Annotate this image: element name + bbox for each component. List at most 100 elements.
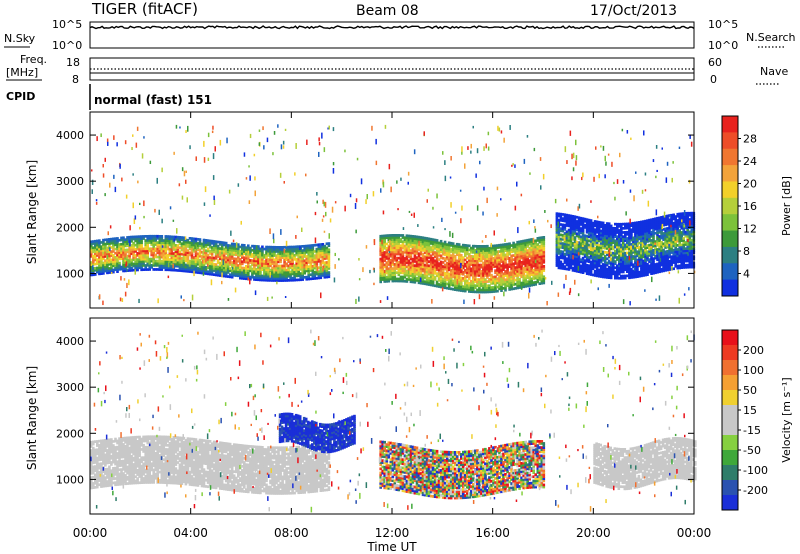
echo-cell bbox=[243, 246, 246, 249]
echo-cell bbox=[253, 249, 256, 252]
echo-cell bbox=[490, 257, 493, 260]
echo-cell bbox=[585, 266, 589, 269]
echo-cell bbox=[255, 276, 258, 279]
echo-cell bbox=[591, 238, 595, 242]
echo-cell bbox=[607, 255, 611, 259]
echo-cell bbox=[130, 235, 133, 239]
echo-cell bbox=[132, 237, 135, 241]
echo-cell bbox=[136, 241, 139, 245]
echo-cell bbox=[255, 270, 258, 273]
echo-cell bbox=[206, 266, 210, 269]
echo-cell bbox=[589, 264, 593, 268]
echo-cell bbox=[630, 272, 633, 275]
echo-cell bbox=[480, 274, 483, 277]
echo-cell bbox=[585, 255, 589, 259]
echo-cell bbox=[565, 249, 569, 252]
echo-cell bbox=[106, 240, 109, 243]
echo-cell bbox=[92, 254, 95, 258]
echo-cell bbox=[636, 227, 639, 231]
echo-cell bbox=[612, 251, 615, 255]
echo-cell bbox=[670, 242, 673, 246]
echo-cell bbox=[202, 247, 206, 250]
echo-cell bbox=[208, 243, 212, 247]
echo-cell bbox=[528, 269, 531, 273]
echo-cell bbox=[486, 284, 489, 288]
echo-cell bbox=[263, 268, 266, 272]
echo-cell bbox=[122, 240, 125, 244]
echo-cell bbox=[397, 263, 401, 266]
echo-cell bbox=[192, 266, 196, 270]
echo-cell bbox=[559, 241, 563, 245]
echo-cell bbox=[609, 247, 613, 251]
echo-cell bbox=[520, 250, 523, 254]
echo-cell bbox=[612, 258, 615, 261]
echo-cell bbox=[622, 235, 625, 238]
echo-cell bbox=[518, 263, 521, 267]
echo-cell bbox=[391, 244, 395, 248]
echo-cell bbox=[309, 254, 313, 258]
echo-cell bbox=[417, 275, 421, 278]
echo-cell bbox=[265, 270, 268, 274]
echo-cell bbox=[573, 215, 577, 219]
echo-cell bbox=[411, 270, 415, 273]
echo-cell bbox=[325, 246, 329, 250]
echo-cell bbox=[601, 229, 605, 233]
echo-cell bbox=[538, 255, 542, 258]
echo-cell bbox=[488, 259, 491, 263]
echo-cell bbox=[616, 243, 619, 247]
echo-cell bbox=[622, 249, 625, 253]
echo-cell bbox=[488, 288, 491, 292]
echo-cell bbox=[474, 259, 477, 263]
echo-cell bbox=[295, 260, 298, 263]
echo-cell bbox=[522, 248, 525, 251]
echo-cell bbox=[662, 234, 665, 237]
echo-cell bbox=[591, 236, 595, 239]
echo-cell bbox=[616, 239, 619, 243]
echo-cell bbox=[482, 269, 485, 273]
echo-cell bbox=[563, 246, 567, 250]
echo-cell bbox=[415, 264, 419, 268]
echo-cell bbox=[472, 278, 475, 281]
echo-cell bbox=[618, 254, 621, 257]
echo-cell bbox=[476, 253, 479, 256]
echo-cell bbox=[614, 239, 617, 243]
echo-cell bbox=[652, 217, 655, 221]
echo-cell bbox=[522, 277, 525, 280]
echo-cell bbox=[609, 268, 613, 271]
echo-cell bbox=[445, 274, 449, 277]
echo-cell bbox=[200, 246, 204, 250]
echo-cell bbox=[257, 268, 260, 271]
echo-cell bbox=[528, 242, 531, 246]
echo-cell bbox=[486, 253, 489, 256]
echo-cell bbox=[656, 237, 659, 241]
echo-cell bbox=[204, 251, 208, 255]
echo-cell bbox=[385, 236, 389, 240]
echo-cell bbox=[243, 266, 246, 270]
echo-cell bbox=[445, 245, 449, 248]
echo-cell bbox=[421, 280, 425, 283]
echo-cell bbox=[108, 256, 111, 260]
echo-cell bbox=[220, 243, 224, 246]
echo-cell bbox=[379, 261, 382, 265]
echo-cell bbox=[293, 278, 296, 282]
echo-cell bbox=[453, 288, 457, 291]
echo-cell bbox=[192, 239, 196, 243]
echo-cell bbox=[646, 265, 649, 268]
echo-cell bbox=[496, 264, 499, 268]
echo-cell bbox=[411, 272, 415, 275]
echo-cell bbox=[393, 265, 397, 268]
echo-cell bbox=[293, 247, 296, 251]
echo-cell bbox=[514, 251, 517, 255]
echo-cell bbox=[609, 253, 613, 257]
echo-cell bbox=[650, 251, 653, 255]
nsky-label: N.Sky bbox=[4, 32, 36, 45]
echo-cell bbox=[597, 268, 601, 272]
echo-cell bbox=[638, 229, 641, 232]
echo-cell bbox=[640, 270, 643, 274]
echo-cell bbox=[666, 239, 669, 243]
echo-cell bbox=[327, 248, 331, 252]
echo-cell bbox=[116, 241, 119, 244]
echo-cell bbox=[327, 260, 331, 264]
echo-cell bbox=[476, 282, 479, 285]
echo-cell bbox=[670, 226, 673, 229]
